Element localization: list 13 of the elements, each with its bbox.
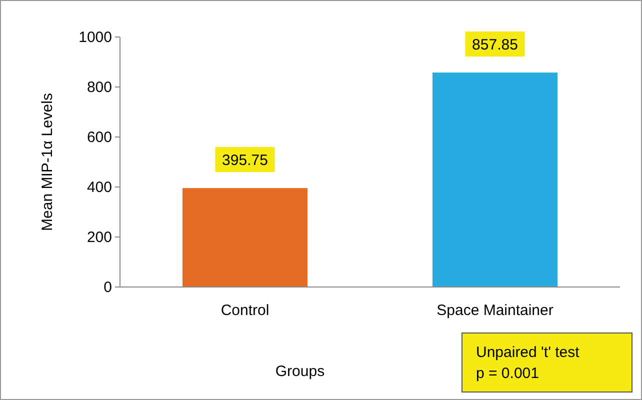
y-tick-label: 600 bbox=[86, 129, 112, 146]
y-tick-label: 200 bbox=[86, 229, 112, 246]
y-tick-label: 400 bbox=[86, 179, 112, 196]
x-axis-title: Groups bbox=[275, 363, 325, 380]
x-tick-label: Control bbox=[220, 302, 270, 319]
y-tick-label: 1000 bbox=[78, 29, 112, 46]
y-axis-title: Mean MIP-1α Levels bbox=[39, 93, 56, 231]
text: Unpaired 't' test p = 0.001 bbox=[476, 344, 580, 382]
x-tick-label: Space Maintainer bbox=[436, 302, 554, 319]
data-label: 395.75 bbox=[222, 152, 268, 170]
y-tick-label: 800 bbox=[86, 79, 112, 96]
y-tick-label: 0 bbox=[104, 279, 112, 296]
data-label: 857.85 bbox=[472, 36, 518, 54]
